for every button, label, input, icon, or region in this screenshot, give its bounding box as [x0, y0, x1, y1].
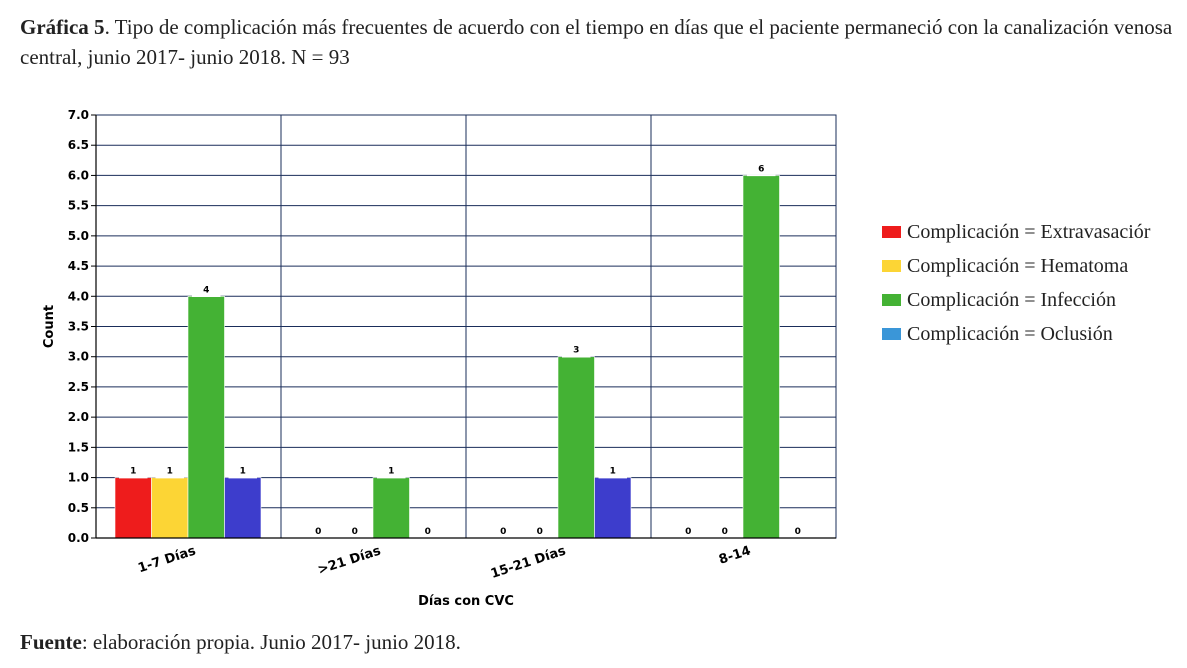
data-labels: 1 0 0 0 1 0 0 0 4 1 3 6 1 0 1 0	[130, 164, 801, 537]
x-tick-label: 8-14	[717, 544, 753, 568]
data-label: 0	[352, 527, 358, 537]
legend-label: Complicación = Infección	[907, 289, 1116, 311]
y-tick-label: 7.0	[68, 108, 89, 122]
y-tick-label: 3.5	[68, 320, 89, 334]
bar	[372, 477, 410, 539]
bar	[224, 477, 262, 539]
bars	[114, 174, 780, 539]
data-label: 4	[203, 285, 209, 295]
legend-label: Complicación = Extravasaciór	[907, 221, 1151, 243]
data-label: 1	[130, 467, 136, 477]
legend-swatch	[882, 226, 901, 238]
legend: Complicación = Extravasaciór Complicación…	[882, 221, 1151, 345]
x-tick-label: 15-21 Días	[489, 543, 568, 581]
bar	[594, 477, 632, 539]
y-tick-label: 1.5	[68, 440, 89, 454]
legend-swatch	[882, 328, 901, 340]
bar	[557, 356, 595, 539]
y-tick-label: 5.5	[68, 199, 89, 213]
y-tick-label: 6.5	[68, 138, 89, 152]
y-tick-label: 4.5	[68, 259, 89, 273]
figure-source: Fuente: elaboración propia. Junio 2017- …	[20, 630, 461, 655]
y-tick-label: 5.0	[68, 229, 89, 243]
data-label: 3	[573, 346, 579, 356]
data-label: 0	[722, 527, 728, 537]
y-axis-title: Count	[42, 305, 57, 348]
bar	[742, 175, 780, 539]
y-tick-label: 3.0	[68, 350, 89, 364]
y-tick-label: 2.0	[68, 410, 89, 424]
y-tick-label: 4.0	[68, 289, 89, 303]
data-label: 0	[500, 527, 506, 537]
y-tick-label: 0.0	[68, 531, 89, 545]
x-axis-title: Días con CVC	[418, 594, 514, 609]
data-label: 1	[167, 467, 173, 477]
x-tick-label: 1-7 Días	[136, 543, 198, 576]
legend-swatch	[882, 294, 901, 306]
data-label: 0	[315, 527, 321, 537]
data-label: 0	[795, 527, 801, 537]
source-text: : elaboración propia. Junio 2017- junio …	[81, 630, 461, 654]
legend-swatch	[882, 260, 901, 272]
data-label: 1	[240, 467, 246, 477]
bar	[151, 477, 189, 539]
legend-label: Complicación = Oclusión	[907, 323, 1113, 345]
y-tick-label: 0.5	[68, 501, 89, 515]
y-tick-label: 6.0	[68, 168, 89, 182]
caption-label: Gráfica 5	[20, 15, 105, 39]
y-tick-label: 2.5	[68, 380, 89, 394]
y-tick-label: 1.0	[68, 471, 89, 485]
data-label: 0	[537, 527, 543, 537]
figure-caption: Gráfica 5. Tipo de complicación más frec…	[20, 12, 1180, 72]
data-label: 6	[758, 164, 764, 174]
caption-text: . Tipo de complicación más frecuentes de…	[20, 15, 1173, 69]
data-label: 0	[685, 527, 691, 537]
x-tick-label: >21 Días	[316, 543, 383, 578]
bar	[187, 295, 225, 539]
data-label: 0	[425, 527, 431, 537]
legend-label: Complicación = Hematoma	[907, 255, 1128, 277]
data-label: 1	[610, 467, 616, 477]
data-label: 1	[388, 467, 394, 477]
source-label: Fuente	[20, 630, 82, 654]
bar	[114, 477, 152, 539]
